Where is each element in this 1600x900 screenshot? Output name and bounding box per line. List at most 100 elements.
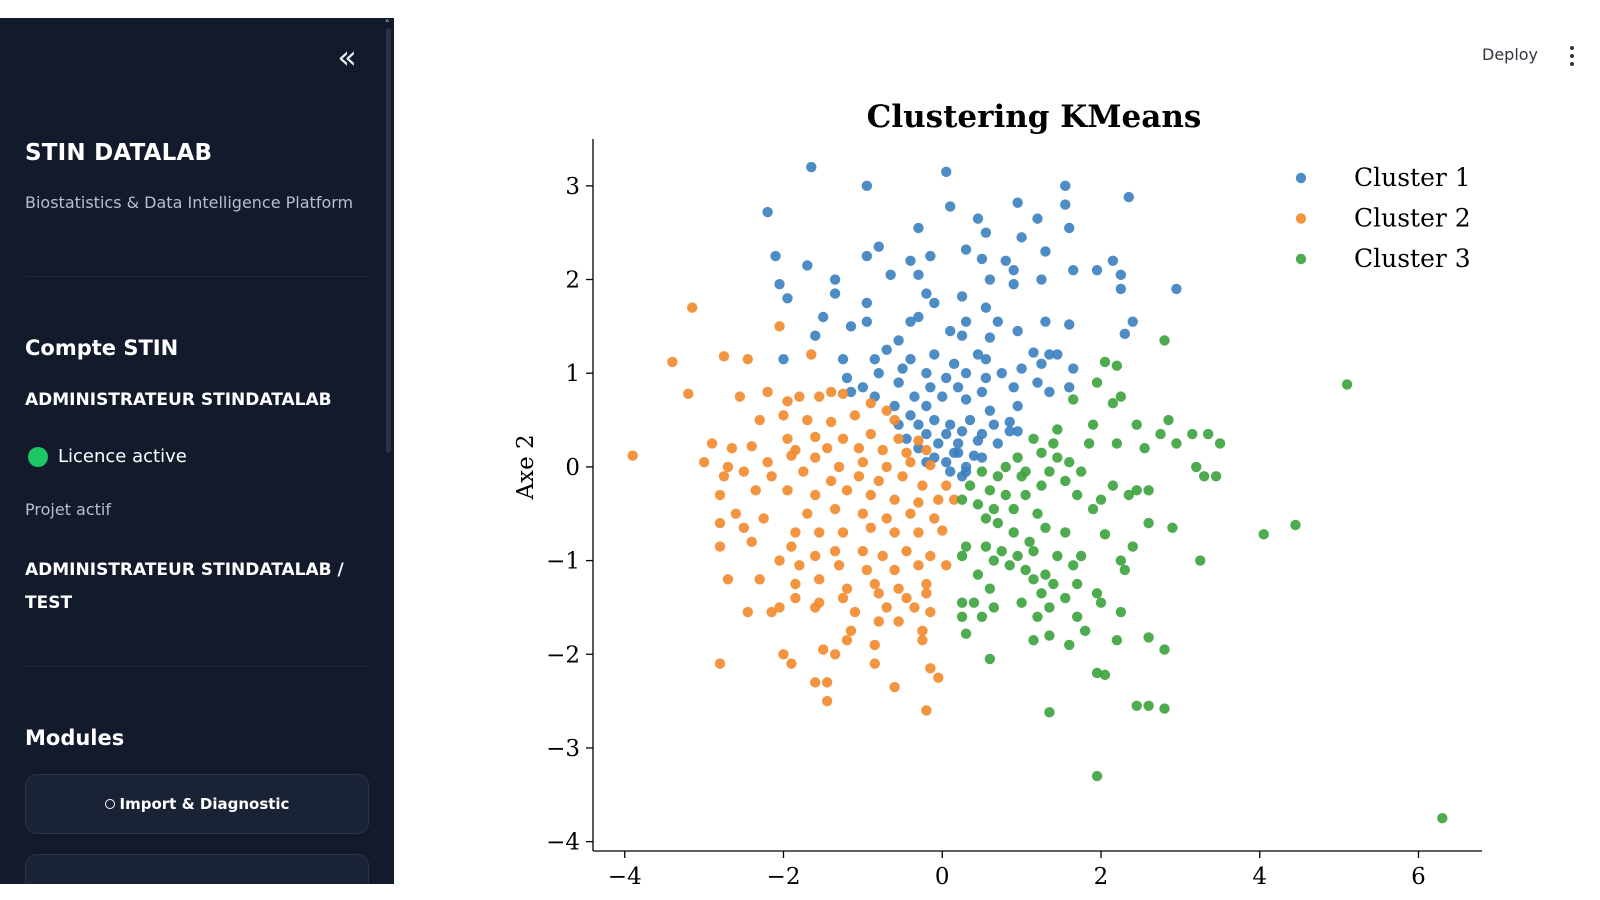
data-point-cluster-3: [1028, 546, 1039, 557]
data-point-cluster-1: [976, 253, 988, 265]
data-point-cluster-2: [829, 503, 841, 515]
data-point-cluster-1: [893, 377, 904, 388]
data-point-cluster-1: [845, 321, 857, 332]
divider: [25, 666, 370, 667]
data-point-cluster-2: [762, 457, 773, 468]
data-point-cluster-1: [1060, 199, 1071, 210]
data-point-cluster-3: [1099, 529, 1111, 540]
data-point-cluster-3: [984, 653, 996, 665]
data-point-cluster-2: [925, 459, 936, 471]
data-point-cluster-1: [770, 250, 781, 262]
chart-title: Clustering KMeans: [867, 99, 1202, 135]
data-point-cluster-1: [1016, 363, 1027, 374]
data-point-cluster-1: [778, 353, 789, 365]
data-point-cluster-2: [810, 489, 821, 501]
data-point-cluster-1: [921, 368, 932, 379]
data-point-cluster-2: [933, 672, 944, 683]
data-point-cluster-1: [960, 368, 972, 379]
divider: [25, 276, 370, 277]
data-point-cluster-2: [821, 442, 833, 454]
data-point-cluster-2: [746, 536, 757, 548]
data-point-cluster-3: [960, 541, 972, 552]
data-point-cluster-2: [881, 513, 892, 524]
data-point-cluster-1: [952, 438, 964, 449]
sidebar-scrollbar[interactable]: [386, 28, 391, 453]
data-point-cluster-3: [988, 503, 1000, 515]
data-point-cluster-2: [857, 508, 869, 519]
data-point-cluster-2: [865, 522, 877, 533]
y-tick-label: 1: [565, 361, 580, 387]
data-point-cluster-2: [881, 405, 892, 416]
data-point-cluster-3: [968, 597, 980, 608]
data-point-cluster-2: [829, 649, 841, 660]
data-point-cluster-3: [1115, 555, 1127, 566]
data-point-cluster-2: [909, 602, 920, 613]
licence-status: Licence active: [25, 446, 187, 467]
data-point-cluster-1: [1119, 328, 1131, 340]
data-point-cluster-2: [869, 639, 880, 651]
data-point-cluster-2: [841, 635, 853, 646]
data-point-cluster-1: [1000, 255, 1011, 266]
data-point-cluster-3: [1071, 578, 1083, 590]
data-point-cluster-2: [825, 416, 837, 428]
data-point-cluster-2: [786, 658, 797, 669]
data-point-cluster-1: [1008, 264, 1019, 276]
data-point-cluster-2: [905, 508, 916, 519]
data-point-cluster-3: [1198, 471, 1210, 482]
data-point-cluster-3: [1091, 377, 1103, 388]
data-point-cluster-2: [893, 616, 904, 627]
data-point-cluster-2: [921, 588, 932, 599]
deploy-button[interactable]: Deploy: [1482, 45, 1539, 64]
data-point-cluster-2: [877, 550, 888, 562]
data-point-cluster-2: [865, 489, 877, 501]
data-point-cluster-2: [730, 508, 742, 519]
data-point-cluster-3: [980, 541, 992, 552]
data-point-cluster-3: [1159, 703, 1170, 714]
data-point-cluster-1: [909, 391, 920, 402]
data-point-cluster-3: [984, 485, 996, 496]
scroll-up-icon[interactable]: ˄: [384, 18, 391, 31]
data-point-cluster-2: [766, 606, 777, 618]
data-point-cluster-2: [778, 649, 789, 660]
module-button-import-diagnostic[interactable]: Import & Diagnostic: [25, 774, 369, 834]
data-point-cluster-1: [893, 335, 904, 346]
data-point-cluster-1: [1044, 349, 1055, 360]
data-point-cluster-2: [869, 658, 880, 669]
data-point-cluster-1: [925, 250, 936, 262]
data-point-cluster-2: [865, 428, 877, 440]
data-point-cluster-3: [1064, 639, 1075, 651]
module-button-next[interactable]: [25, 854, 369, 884]
data-point-cluster-1: [1171, 283, 1182, 295]
data-point-cluster-1: [972, 213, 984, 224]
x-tick-label: 6: [1411, 864, 1426, 890]
data-point-cluster-2: [774, 602, 785, 613]
collapse-sidebar-button[interactable]: «: [337, 38, 357, 76]
data-point-cluster-3: [1064, 457, 1075, 468]
data-point-cluster-1: [1032, 213, 1043, 224]
data-point-cluster-1: [992, 316, 1004, 327]
data-point-cluster-2: [714, 658, 726, 669]
data-point-cluster-1: [921, 428, 932, 440]
data-point-cluster-2: [941, 560, 952, 571]
data-point-cluster-3: [1115, 606, 1127, 618]
data-point-cluster-2: [889, 494, 900, 505]
data-point-cluster-2: [810, 602, 821, 613]
data-point-cluster-3: [1437, 813, 1448, 824]
data-point-cluster-1: [980, 372, 992, 384]
data-point-cluster-1: [762, 206, 773, 218]
data-point-cluster-3: [1087, 419, 1099, 430]
data-point-cluster-1: [976, 452, 988, 463]
data-point-cluster-1: [1032, 377, 1043, 388]
data-point-cluster-3: [1044, 707, 1055, 718]
data-point-cluster-1: [941, 457, 952, 468]
data-point-cluster-1: [857, 382, 869, 393]
kebab-menu-icon[interactable]: [1565, 46, 1579, 68]
data-point-cluster-2: [889, 564, 900, 576]
data-point-cluster-1: [984, 274, 996, 285]
data-point-cluster-1: [861, 250, 873, 262]
data-point-cluster-3: [1095, 494, 1107, 505]
data-point-cluster-2: [833, 461, 845, 473]
data-point-cluster-1: [1040, 316, 1051, 327]
data-point-cluster-2: [921, 578, 932, 590]
data-point-cluster-2: [762, 386, 773, 398]
